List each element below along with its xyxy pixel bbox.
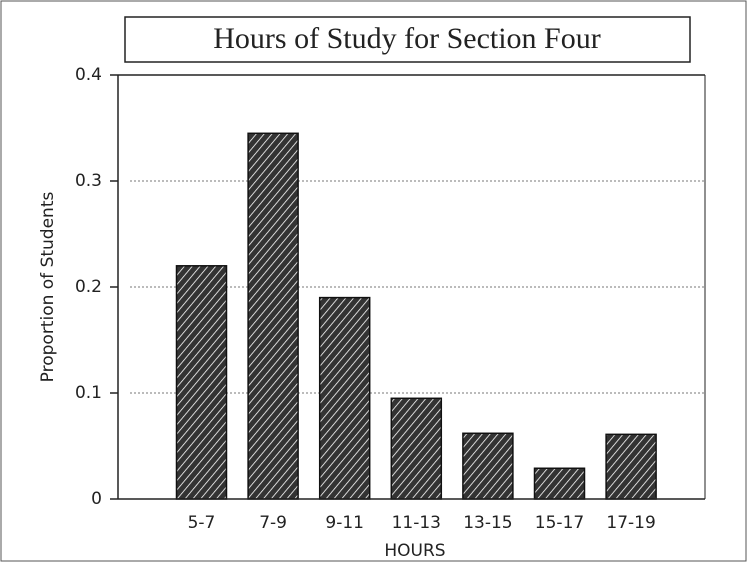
title-box xyxy=(124,16,691,63)
chart-title: Hours of Study for Section Four xyxy=(213,22,600,55)
x-tick-label: 17-19 xyxy=(606,513,655,533)
x-tick-label: 5-7 xyxy=(188,513,216,533)
x-tick-label: 11-13 xyxy=(392,513,441,533)
x-tick-label: 15-17 xyxy=(535,513,584,533)
y-tick-label: 0.2 xyxy=(75,277,102,297)
y-axis-label: Proportion of Students xyxy=(38,192,58,383)
y-tick-label: 0.1 xyxy=(75,383,102,403)
x-axis-label: HOURS xyxy=(384,541,445,561)
x-tick-label: 7-9 xyxy=(259,513,287,533)
bar xyxy=(318,296,371,500)
bar xyxy=(175,265,228,500)
bar xyxy=(390,397,443,500)
y-tick-label: 0.3 xyxy=(75,171,102,191)
bar xyxy=(247,132,299,500)
bar xyxy=(533,467,586,500)
y-tick-label: 0 xyxy=(91,489,102,509)
x-tick-label: 13-15 xyxy=(463,513,512,533)
bar xyxy=(605,433,657,500)
x-tick-label: 9-11 xyxy=(325,513,364,533)
y-tick-label: 0.4 xyxy=(75,65,102,85)
bar xyxy=(462,432,514,500)
